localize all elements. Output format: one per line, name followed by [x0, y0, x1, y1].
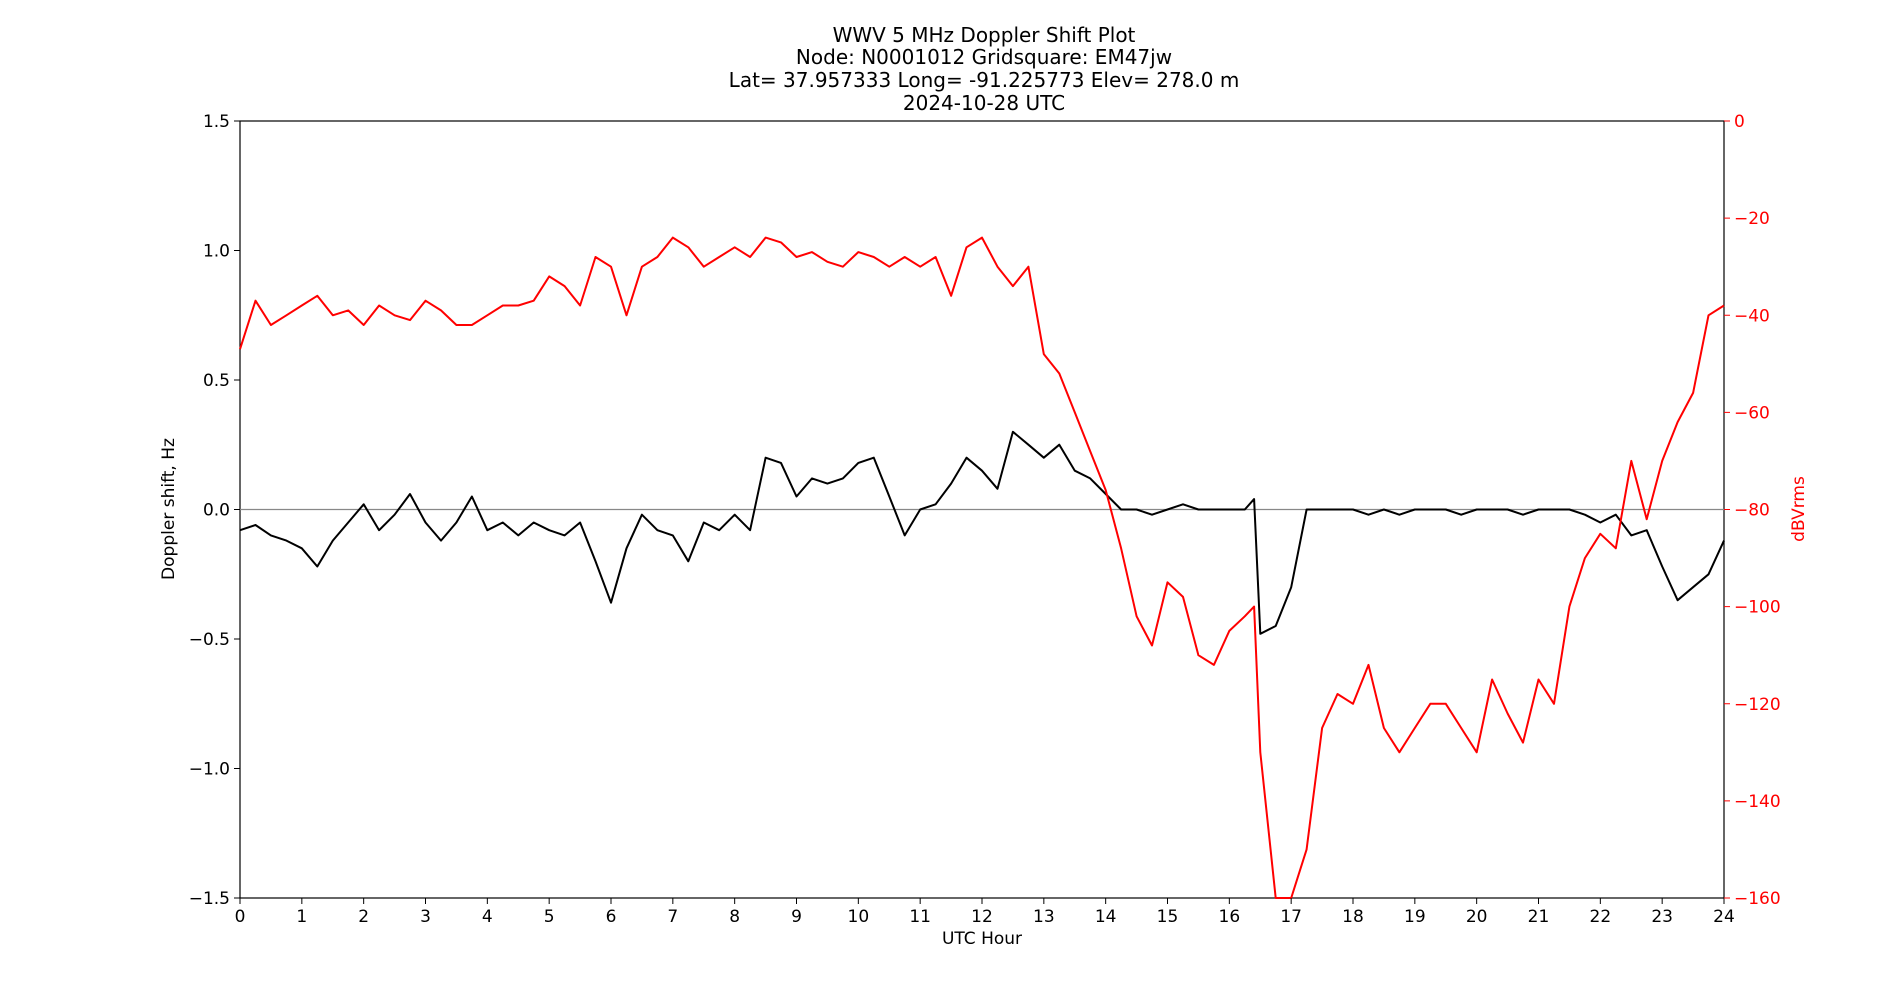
x-tick-label: 9	[791, 907, 802, 927]
y-right-tick-label: −160	[1734, 889, 1781, 909]
y-axis-left-ticks: 1.5 1.0 0.5 0.0 −0.5 −1.0 −1.5	[189, 112, 240, 909]
y-right-tick-label: −40	[1734, 306, 1770, 326]
x-tick-label: 12	[971, 907, 993, 927]
y-right-tick-label: 0	[1734, 112, 1745, 132]
doppler-shift-line	[239, 430, 1725, 635]
x-tick-label: 13	[1033, 907, 1055, 927]
y-axis-left-label: Doppler shift, Hz	[159, 438, 179, 580]
x-tick-label: 0	[235, 907, 246, 927]
y-left-tick-label: 1.0	[203, 242, 230, 262]
x-tick-label: 5	[544, 907, 555, 927]
x-tick-label: 15	[1157, 907, 1179, 927]
x-tick-label: 17	[1280, 907, 1302, 927]
x-tick-label: 22	[1590, 907, 1612, 927]
x-tick-label: 3	[420, 907, 431, 927]
x-axis-ticks: 0 1 2 3 4 5 6 7 8 9 10 11 12 13 14 15 16 17 18 19 20 21 22 23 24	[235, 898, 1735, 927]
y-axis-right-ticks: 0 −20 −40 −60 −80 −100 −120 −140 −160	[1724, 112, 1781, 909]
y-right-tick-label: −20	[1734, 209, 1770, 229]
x-tick-label: 7	[667, 907, 678, 927]
x-axis-label: UTC Hour	[942, 929, 1022, 949]
plot-area	[239, 120, 1725, 899]
x-tick-label: 24	[1713, 907, 1735, 927]
x-tick-label: 2	[358, 907, 369, 927]
x-tick-label: 18	[1342, 907, 1364, 927]
y-left-tick-label: 0.0	[203, 501, 230, 521]
y-left-tick-label: −0.5	[189, 630, 230, 650]
y-left-tick-label: −1.5	[189, 889, 230, 909]
y-right-tick-label: −100	[1734, 598, 1781, 618]
y-left-tick-label: 0.5	[203, 371, 230, 391]
signal-level-line	[239, 236, 1725, 899]
x-tick-label: 23	[1651, 907, 1673, 927]
x-tick-label: 19	[1404, 907, 1426, 927]
y-right-tick-label: −140	[1734, 792, 1781, 812]
y-axis-right-label: dBVrms	[1789, 476, 1809, 542]
x-tick-label: 6	[606, 907, 617, 927]
y-left-tick-label: 1.5	[203, 112, 230, 132]
x-tick-label: 1	[296, 907, 307, 927]
series-layer	[239, 236, 1725, 899]
x-tick-label: 11	[909, 907, 931, 927]
x-tick-label: 16	[1219, 907, 1241, 927]
x-tick-label: 4	[482, 907, 493, 927]
x-tick-label: 20	[1466, 907, 1488, 927]
y-left-tick-label: −1.0	[189, 760, 230, 780]
title-line-2: Node: N0001012 Gridsquare: EM47jw	[796, 45, 1172, 69]
title-line-1: WWV 5 MHz Doppler Shift Plot	[833, 23, 1136, 47]
x-tick-label: 14	[1095, 907, 1117, 927]
x-tick-label: 21	[1528, 907, 1550, 927]
y-right-tick-label: −60	[1734, 403, 1770, 423]
title-line-4: 2024-10-28 UTC	[903, 91, 1065, 115]
x-tick-label: 10	[848, 907, 870, 927]
y-right-tick-label: −80	[1734, 501, 1770, 521]
chart-title: WWV 5 MHz Doppler Shift Plot Node: N0001…	[729, 23, 1240, 115]
y-right-tick-label: −120	[1734, 695, 1781, 715]
x-tick-label: 8	[729, 907, 740, 927]
title-line-3: Lat= 37.957333 Long= -91.225773 Elev= 27…	[729, 68, 1240, 92]
